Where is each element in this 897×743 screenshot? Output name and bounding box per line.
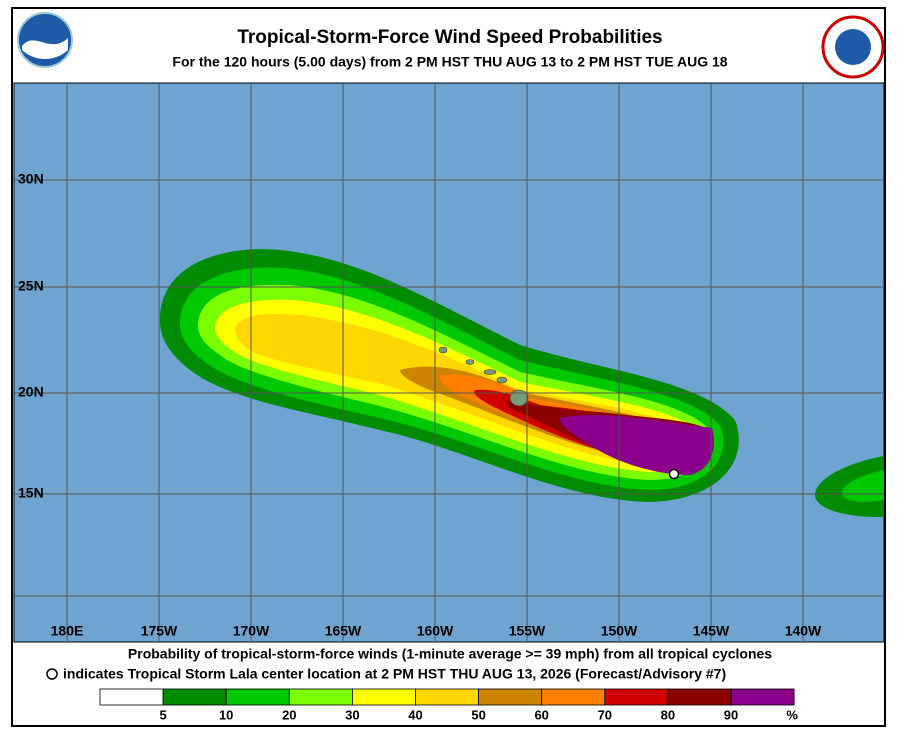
legend-label: 80	[661, 707, 675, 722]
latitude-label: 15N	[18, 485, 44, 501]
island	[509, 389, 529, 407]
legend-swatch	[351, 688, 416, 706]
legend-label: 90	[724, 707, 738, 722]
legend-label: 10	[219, 707, 233, 722]
legend-unit: %	[786, 707, 798, 722]
title: Tropical-Storm-Force Wind Speed Probabil…	[237, 27, 662, 48]
latitude-label: 25N	[18, 278, 44, 294]
subtitle: For the 120 hours (5.00 days) from 2 PM …	[172, 54, 727, 70]
legend-swatch	[667, 688, 732, 706]
storm-center	[668, 468, 680, 480]
legend-label: 60	[534, 707, 548, 722]
legend-label: 5	[159, 707, 166, 722]
island	[483, 369, 497, 375]
island	[438, 346, 448, 354]
island	[465, 359, 475, 365]
longitude-label: 150W	[601, 623, 638, 639]
legend-swatch	[541, 688, 606, 706]
probability-contours	[160, 249, 884, 518]
legend-label: 20	[282, 707, 296, 722]
legend-label: 40	[408, 707, 422, 722]
longitude-label: 180E	[51, 623, 84, 639]
latitude-label: 20N	[18, 384, 44, 400]
legend-swatch	[99, 688, 164, 706]
latitude-label: 30N	[18, 171, 44, 187]
legend-swatch	[162, 688, 227, 706]
caption-line1: Probability of tropical-storm-force wind…	[128, 646, 772, 662]
legend-swatch	[604, 688, 669, 706]
hawaiian-islands	[438, 346, 529, 407]
longitude-label: 145W	[693, 623, 730, 639]
longitude-label: 160W	[417, 623, 454, 639]
legend-swatch	[415, 688, 479, 706]
legend-swatch	[225, 688, 290, 706]
island	[496, 376, 508, 384]
contour-90	[560, 415, 714, 475]
legend-label: 70	[598, 707, 612, 722]
graticule	[14, 83, 884, 642]
center-symbol	[46, 668, 58, 680]
longitude-label: 140W	[785, 623, 822, 639]
legend-swatch	[288, 688, 353, 706]
nws-logo-inner	[835, 29, 871, 65]
longitude-label: 170W	[233, 623, 270, 639]
legend-label: 50	[471, 707, 485, 722]
longitude-label: 155W	[509, 623, 546, 639]
longitude-label: 175W	[141, 623, 178, 639]
legend-label: 30	[345, 707, 359, 722]
legend-swatch	[730, 688, 795, 706]
caption-line2: indicates Tropical Storm Lala center loc…	[63, 666, 726, 682]
longitude-label: 165W	[325, 623, 362, 639]
noaa-logo-bird	[22, 38, 68, 59]
legend-swatch	[478, 688, 543, 706]
